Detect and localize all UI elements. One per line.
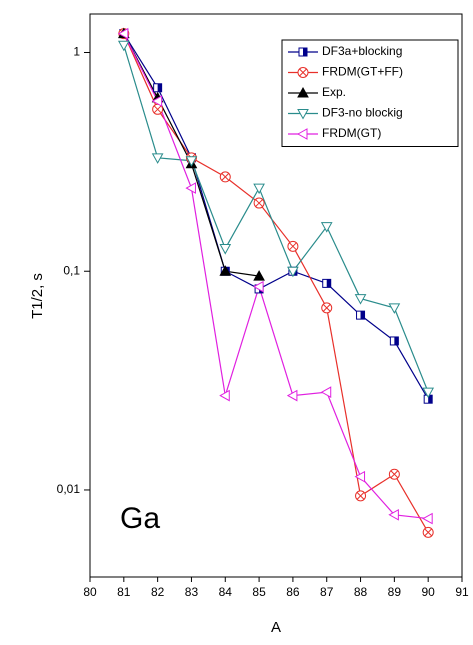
- x-tick-label: 91: [455, 585, 469, 599]
- x-tick-label: 86: [286, 585, 300, 599]
- y-tick-label: 0,01: [57, 482, 81, 496]
- marker: [151, 95, 163, 107]
- marker-fill: [428, 395, 433, 404]
- legend-label: DF3a+blocking: [322, 44, 402, 58]
- marker: [354, 470, 366, 483]
- x-tick-label: 84: [219, 585, 233, 599]
- marker: [219, 389, 230, 402]
- marker-fill: [360, 311, 365, 320]
- marker-cross: [255, 199, 263, 207]
- marker: [388, 508, 399, 521]
- plot-frame: [89, 13, 463, 578]
- marker: [253, 270, 265, 281]
- x-tick-label: 82: [151, 585, 165, 599]
- x-tick-label: 85: [252, 585, 266, 599]
- marker: [287, 266, 299, 278]
- marker-cross: [390, 470, 399, 479]
- marker-cross: [153, 105, 162, 114]
- legend-label: FRDM(GT+FF): [322, 65, 403, 79]
- series-line: [123, 33, 429, 400]
- marker: [185, 182, 196, 194]
- marker: [297, 86, 309, 98]
- marker: [297, 109, 309, 120]
- marker: [253, 280, 264, 293]
- y-axis-label: T1/2, s: [29, 273, 46, 319]
- legend-label: FRDM(GT): [322, 126, 381, 140]
- marker: [117, 27, 129, 40]
- marker-fill: [303, 48, 307, 56]
- marker-cross: [289, 242, 297, 251]
- y-tick-label: 1: [73, 45, 80, 59]
- x-tick-label: 89: [388, 585, 402, 599]
- marker: [286, 389, 298, 402]
- marker-cross: [424, 528, 433, 537]
- marker: [354, 294, 367, 305]
- x-tick-label: 90: [422, 585, 436, 599]
- x-tick-label: 80: [83, 585, 97, 599]
- marker: [422, 512, 433, 525]
- series-line: [123, 33, 429, 533]
- series-line: [123, 33, 429, 520]
- marker-cross: [356, 491, 365, 500]
- x-tick-label: 87: [320, 585, 334, 599]
- marker-cross: [322, 304, 331, 312]
- marker-fill: [326, 279, 331, 288]
- marker-fill: [394, 336, 399, 345]
- marker: [185, 156, 198, 167]
- marker: [320, 222, 333, 233]
- marker-cross: [299, 68, 307, 77]
- x-tick-label: 88: [354, 585, 368, 599]
- marker-fill: [157, 83, 162, 92]
- marker: [422, 387, 435, 399]
- legend-label: Exp.: [322, 85, 346, 99]
- series-line: [123, 45, 429, 393]
- marker: [219, 265, 232, 276]
- x-tick-label: 83: [185, 585, 199, 599]
- marker: [296, 128, 308, 140]
- x-tick-label: 81: [117, 585, 131, 599]
- marker: [388, 303, 401, 314]
- marker: [219, 244, 232, 255]
- marker: [117, 40, 130, 52]
- y-tick-label: 0,1: [63, 263, 80, 277]
- marker: [320, 386, 332, 399]
- marker: [253, 183, 265, 195]
- legend-label: DF3-no blockig: [322, 106, 403, 120]
- x-axis-label: A: [271, 619, 281, 636]
- marker: [151, 153, 164, 164]
- marker-cross: [221, 173, 230, 181]
- annotation: Ga: [120, 502, 160, 535]
